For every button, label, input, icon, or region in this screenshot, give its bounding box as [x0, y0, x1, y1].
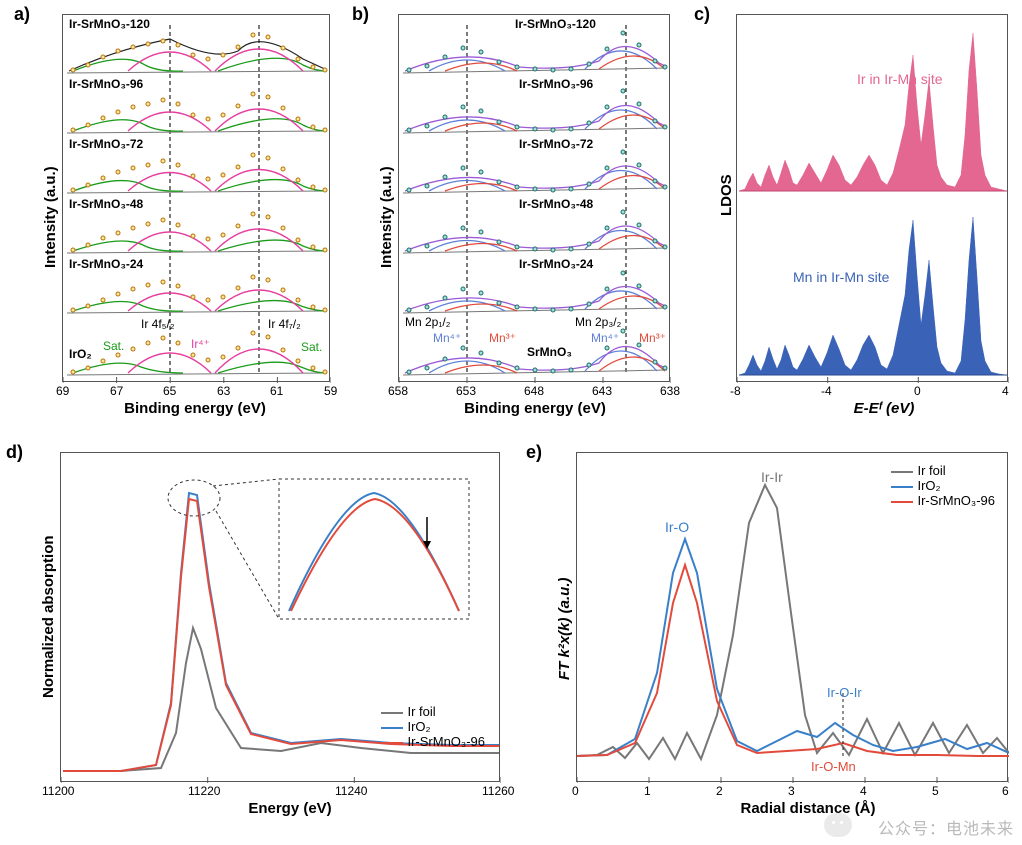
- d-leg-2-t: Ir-SrMnO₃-96: [407, 734, 485, 749]
- c-mn-label: Mn in Ir-Mn site: [793, 269, 889, 285]
- d-xt3: 11260: [482, 784, 514, 798]
- d-xt1: 11220: [188, 784, 220, 798]
- d-leg-0-t: Ir foil: [407, 704, 435, 719]
- e-irOMn: Ir-O-Mn: [811, 759, 856, 774]
- a-row-4: Ir-SrMnO₃-24: [69, 257, 143, 271]
- b-ylabel: Intensity (a.u.): [378, 166, 395, 268]
- d-xlabel: Energy (eV): [230, 800, 350, 817]
- e-xt4: 4: [860, 784, 867, 798]
- c-ylabel: LDOS: [718, 174, 735, 216]
- e-xt6: 6: [1002, 784, 1009, 798]
- e-legend: Ir foil IrO₂ Ir-SrMnO₃-96: [891, 463, 995, 508]
- a-xt2: 65: [163, 384, 176, 398]
- b-mn4-r: Mn⁴⁺: [591, 331, 619, 345]
- e-xt0: 0: [572, 784, 579, 798]
- c-ir-label: Ir in Ir-Mn site: [857, 71, 943, 87]
- d-legend-0: Ir foil: [381, 704, 485, 719]
- e-leg-1-t: IrO₂: [917, 478, 940, 493]
- panel-a-plot: Ir-SrMnO₃-120 Ir-SrMnO₃-96 Ir-SrMnO₃-72 …: [62, 14, 330, 382]
- d-xt2: 11240: [335, 784, 367, 798]
- b-row-0: Ir-SrMnO₃-120: [515, 17, 596, 31]
- panel-b-plot: Ir-SrMnO₃-120 Ir-SrMnO₃-96 Ir-SrMnO₃-72 …: [398, 14, 670, 382]
- d-legend: Ir foil IrO₂ Ir-SrMnO₃-96: [381, 704, 485, 749]
- b-mn3-l: Mn³⁺: [489, 331, 516, 345]
- panel-c-label: c): [694, 4, 710, 25]
- b-xt2: 648: [524, 384, 544, 398]
- d-ylabel: Normalized absorption: [40, 535, 57, 698]
- panel-c-plot: Ir in Ir-Mn site Mn in Ir-Mn site: [736, 14, 1008, 382]
- a-xlabel: Binding energy (eV): [120, 400, 270, 417]
- panel-e-plot: Ir-O Ir-Ir Ir-O-Ir Ir-O-Mn Ir foil IrO₂ …: [576, 452, 1008, 782]
- e-xt2: 2: [716, 784, 723, 798]
- b-mn2p12: Mn 2p₁/₂: [405, 315, 450, 329]
- d-legend-1: IrO₂: [381, 719, 485, 734]
- b-xlabel: Binding energy (eV): [455, 400, 615, 417]
- c-xt1: -4: [821, 384, 832, 398]
- a-row-5: IrO₂: [69, 347, 92, 361]
- b-mn2p32: Mn 2p₃/₂: [575, 315, 621, 329]
- a-row-1: Ir-SrMnO₃-96: [69, 77, 143, 91]
- e-legend-2: Ir-SrMnO₃-96: [891, 493, 995, 508]
- c-xlabel: E-Eᶠ (eV): [834, 400, 934, 417]
- b-row-1: Ir-SrMnO₃-96: [519, 77, 593, 91]
- b-xt0: 658: [388, 384, 408, 398]
- a-row-2: Ir-SrMnO₃-72: [69, 137, 143, 151]
- b-mn3-r: Mn³⁺: [639, 331, 666, 345]
- a-xt1: 67: [110, 384, 123, 398]
- e-xlabel: Radial distance (Å): [728, 800, 888, 817]
- e-xt5: 5: [932, 784, 939, 798]
- e-ylabel: FT k²x(k) (a.u.): [556, 577, 573, 680]
- e-legend-1: IrO₂: [891, 478, 995, 493]
- e-irOIr: Ir-O-Ir: [827, 685, 862, 700]
- b-mn4-l: Mn⁴⁺: [433, 331, 461, 345]
- b-row-3: Ir-SrMnO₃-48: [519, 197, 593, 211]
- e-leg-2-t: Ir-SrMnO₃-96: [917, 493, 995, 508]
- a-ir4f72: Ir 4f₇/₂: [268, 317, 301, 331]
- d-xt0: 11200: [42, 784, 74, 798]
- a-xt4: 61: [270, 384, 283, 398]
- e-irIr: Ir-Ir: [761, 469, 783, 485]
- e-xt3: 3: [788, 784, 795, 798]
- e-irO: Ir-O: [665, 519, 689, 535]
- c-xt2: 0: [914, 384, 921, 398]
- a-row-3: Ir-SrMnO₃-48: [69, 197, 143, 211]
- c-xt3: 4: [1002, 384, 1009, 398]
- b-row-4: Ir-SrMnO₃-24: [519, 257, 593, 271]
- panel-d-plot: Ir foil IrO₂ Ir-SrMnO₃-96: [60, 452, 500, 782]
- panel-a-label: a): [14, 4, 30, 25]
- watermark-text: 公众号：电池未来: [878, 815, 1014, 839]
- a-sat-l: Sat.: [103, 339, 124, 353]
- a-ir4p: Ir⁴⁺: [191, 337, 210, 351]
- a-xt5: 59: [324, 384, 337, 398]
- panel-d-label: d): [6, 442, 23, 463]
- a-ir4f52: Ir 4f₅/₂: [141, 317, 175, 331]
- e-xt1: 1: [644, 784, 651, 798]
- b-xt1: 653: [456, 384, 476, 398]
- a-sat-r: Sat.: [301, 340, 322, 354]
- panel-b-label: b): [352, 4, 369, 25]
- a-xt0: 69: [56, 384, 69, 398]
- d-legend-2: Ir-SrMnO₃-96: [381, 734, 485, 749]
- c-xt0: -8: [730, 384, 741, 398]
- b-xt4: 638: [660, 384, 680, 398]
- b-row-2: Ir-SrMnO₃-72: [519, 137, 593, 151]
- e-leg-0-t: Ir foil: [917, 463, 945, 478]
- wechat-icon: [824, 813, 852, 837]
- a-row-0: Ir-SrMnO₃-120: [69, 17, 150, 31]
- a-xt3: 63: [217, 384, 230, 398]
- a-ylabel: Intensity (a.u.): [42, 166, 59, 268]
- b-row-5: SrMnO₃: [527, 345, 572, 359]
- b-xt3: 643: [592, 384, 612, 398]
- panel-e-label: e): [526, 442, 542, 463]
- d-leg-1-t: IrO₂: [407, 719, 430, 734]
- e-legend-0: Ir foil: [891, 463, 995, 478]
